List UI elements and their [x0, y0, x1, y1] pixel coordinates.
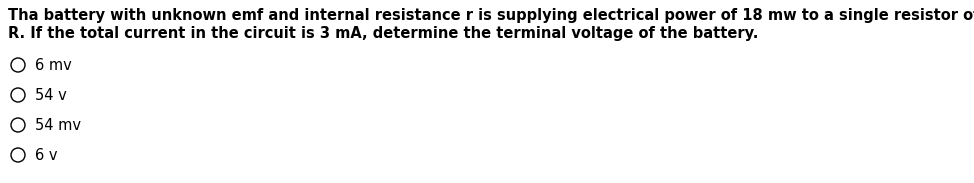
Text: R. If the total current in the circuit is 3 mA, determine the terminal voltage o: R. If the total current in the circuit i… [8, 26, 759, 41]
Text: 54 mv: 54 mv [35, 117, 81, 132]
Text: 6 mv: 6 mv [35, 57, 72, 72]
Text: 6 v: 6 v [35, 147, 57, 163]
Text: 54 v: 54 v [35, 87, 67, 102]
Text: Tha battery with unknown emf and internal resistance r is supplying electrical p: Tha battery with unknown emf and interna… [8, 8, 974, 23]
